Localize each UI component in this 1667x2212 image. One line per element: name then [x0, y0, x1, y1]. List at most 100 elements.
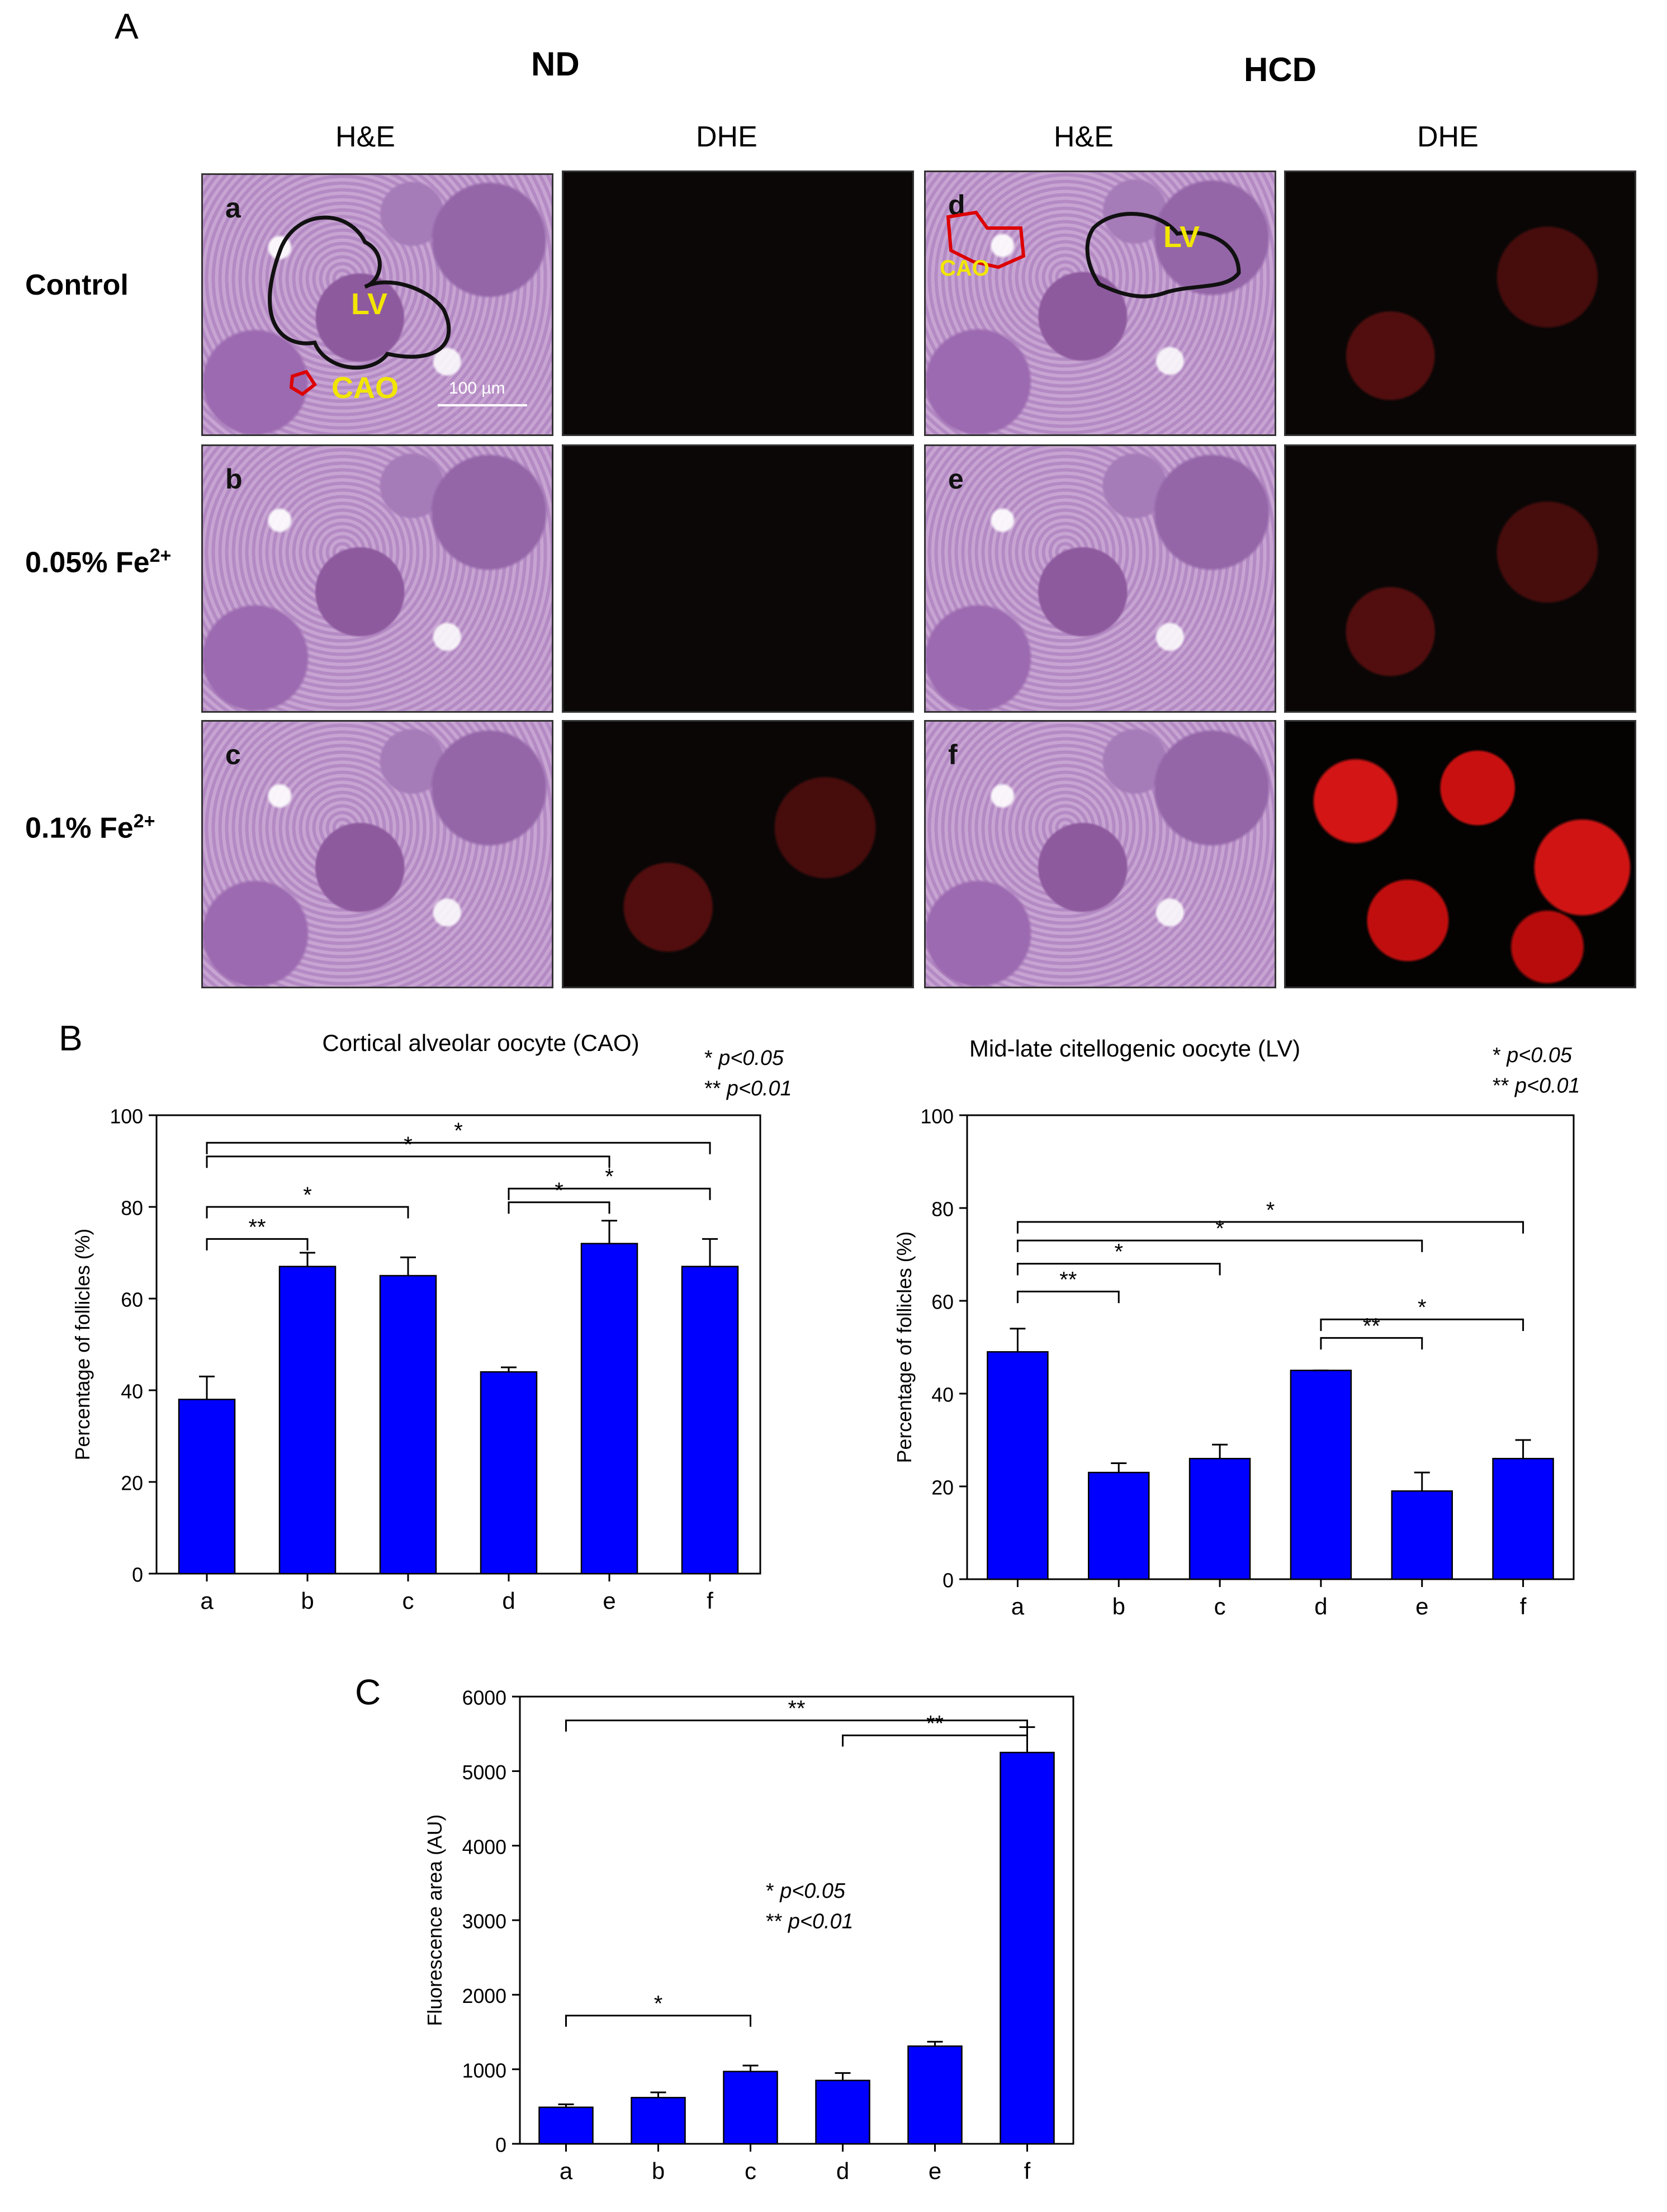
micrograph-dhe-nd-control [562, 170, 914, 436]
y-tick-label: 60 [121, 1289, 143, 1311]
label-cao: CAO [331, 371, 399, 405]
significance-marker: ** [1059, 1267, 1077, 1292]
bar-c [379, 1275, 437, 1575]
x-tick-label: f [1024, 2158, 1031, 2184]
subpanel-label: c [225, 739, 241, 770]
significance-marker: * [654, 1992, 663, 2016]
significance-legend-entry: * p<0.05 [1493, 1044, 1573, 1067]
legend-p-value: p<0.01 [788, 1910, 854, 1934]
y-axis-label: Percentage of follicles (%) [72, 1229, 94, 1461]
chart-title: Cortical alveolar oocyte (CAO) [322, 1030, 639, 1056]
y-tick-label: 80 [931, 1199, 954, 1221]
bar-d [815, 2080, 870, 2145]
legend-star: ** [1493, 1074, 1515, 1098]
significance-marker: ** [248, 1215, 266, 1239]
significance-bracket [206, 1141, 711, 1154]
legend-p-value: p<0.05 [779, 1879, 846, 1903]
significance-marker: * [1114, 1240, 1123, 1264]
outline-overlay [268, 215, 451, 396]
y-tick-label: 4000 [462, 1836, 506, 1858]
label-lv: LV [1163, 220, 1200, 254]
significance-legend-entry: ** p<0.01 [704, 1077, 792, 1101]
y-tick-label: 5000 [462, 1761, 506, 1784]
bar-chart-cao: 0 20 40 60 80 100 a b c d e f Percentage of follicle… [72, 1030, 792, 1614]
significance-bracket [1016, 1239, 1423, 1252]
x-tick-label: e [603, 1588, 615, 1614]
micrograph-he-nd-0-1-fe: c [201, 720, 553, 988]
row-heading-0-1-fe: 0.1% Fe2+ [25, 811, 155, 845]
bar-chart-lv: 0 20 40 60 80 100 a b c d e f Percentage of follicle… [893, 1035, 1580, 1619]
significance-legend-entry: * p<0.05 [704, 1046, 784, 1070]
y-tick-label: 0 [132, 1564, 143, 1586]
significance-bracket [1320, 1337, 1423, 1350]
group-heading-hcd: HCD [1244, 51, 1316, 88]
x-tick-label: b [301, 1588, 314, 1614]
y-axis-label: Fluorescence area (AU) [424, 1815, 446, 2026]
row-heading-0-1-fe-text: 0.1% Fe [25, 812, 134, 845]
legend-star: * [1493, 1044, 1507, 1067]
micrograph-dhe-nd-0-1-fe [562, 720, 914, 988]
y-tick-label: 0 [943, 1570, 954, 1592]
micrograph-he-nd-0-05-fe: b [201, 444, 553, 713]
significance-bracket [206, 1155, 610, 1168]
significance-bracket [1016, 1290, 1120, 1304]
row-heading-0-05-fe: 0.05% Fe2+ [25, 545, 171, 579]
significance-bracket [1320, 1318, 1524, 1331]
y-tick-label: 1000 [462, 2059, 506, 2082]
legend-p-value: p<0.01 [1514, 1074, 1580, 1098]
group-heading-nd: ND [531, 45, 580, 83]
x-tick-label: f [707, 1588, 713, 1614]
bar-e [1391, 1490, 1453, 1580]
scale-bar-label: 100 µm [449, 379, 505, 397]
significance-bracket [565, 2015, 751, 2027]
significance-marker: * [454, 1119, 463, 1143]
significance-bracket [842, 1734, 1028, 1747]
micrograph-he-nd-control: a LV CAO 100 µm [201, 173, 553, 436]
significance-bracket [508, 1187, 711, 1200]
legend-star: * [704, 1046, 718, 1070]
y-tick-label: 40 [931, 1384, 954, 1406]
micrograph-dhe-hcd-0-05-fe [1284, 444, 1636, 713]
bar-c [723, 2071, 778, 2145]
bar-f [681, 1266, 739, 1575]
significance-legend-entry: ** p<0.01 [1493, 1074, 1580, 1098]
y-tick-label: 0 [495, 2134, 506, 2157]
outline-overlay [946, 210, 1241, 299]
bar-a [178, 1399, 236, 1575]
micrograph-he-hcd-0-1-fe: f [924, 720, 1276, 988]
x-tick-label: a [200, 1588, 214, 1614]
bar-f [1000, 1751, 1055, 2145]
significance-marker: ** [1363, 1314, 1380, 1338]
bar-c [1188, 1457, 1251, 1580]
significance-bracket [565, 1720, 1028, 1732]
significance-marker: * [404, 1133, 413, 1157]
label-lv: LV [351, 287, 387, 321]
significance-bracket [1016, 1221, 1524, 1234]
bar-d [1290, 1370, 1352, 1580]
x-tick-label: d [1314, 1593, 1327, 1619]
micrograph-dhe-hcd-control [1284, 170, 1636, 436]
legend-p-value: p<0.01 [726, 1077, 792, 1101]
significance-bracket [508, 1201, 610, 1214]
x-tick-label: a [560, 2158, 573, 2184]
bar-a [538, 2106, 594, 2145]
scale-bar [438, 404, 527, 406]
bar-f [1492, 1457, 1554, 1580]
panel-label-b: B [59, 1018, 83, 1058]
y-tick-label: 20 [121, 1472, 143, 1495]
significance-marker: ** [788, 1697, 805, 1721]
significance-legend-entry: * p<0.05 [766, 1879, 846, 1903]
significance-marker: * [1418, 1295, 1427, 1320]
significance-marker: * [1215, 1216, 1224, 1241]
significance-marker: * [303, 1183, 312, 1207]
plot-frame [966, 1114, 1575, 1580]
x-tick-label: c [745, 2158, 756, 2184]
y-tick-label: 80 [121, 1197, 143, 1220]
y-tick-label: 20 [931, 1477, 954, 1499]
column-heading-dhe-nd: DHE [696, 121, 757, 153]
subpanel-label: f [948, 739, 958, 770]
x-tick-label: c [1214, 1593, 1226, 1619]
subpanel-label: e [948, 463, 964, 495]
micrograph-dhe-hcd-0-1-fe [1284, 720, 1636, 988]
significance-marker: * [1266, 1198, 1275, 1223]
